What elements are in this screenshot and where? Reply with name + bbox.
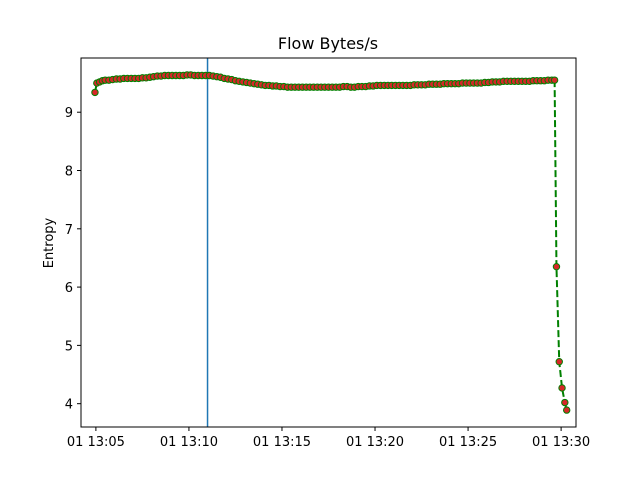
data-point bbox=[563, 406, 571, 414]
y-tick-label: 4 bbox=[65, 398, 73, 413]
x-tick-label: 01 13:10 bbox=[160, 435, 218, 450]
y-tick-label: 6 bbox=[65, 281, 73, 296]
y-tick-label: 9 bbox=[65, 106, 73, 121]
x-tick-label: 01 13:25 bbox=[439, 435, 497, 450]
data-point bbox=[555, 358, 563, 366]
x-tick-label: 01 13:20 bbox=[346, 435, 404, 450]
x-tick-label: 01 13:30 bbox=[532, 435, 590, 450]
y-axis-label: Entropy bbox=[42, 217, 57, 268]
y-tick-label: 5 bbox=[65, 339, 73, 354]
y-tick-label: 7 bbox=[65, 223, 73, 238]
y-tick-label: 8 bbox=[65, 165, 73, 180]
data-point bbox=[558, 384, 566, 392]
axes-frame bbox=[80, 57, 577, 428]
data-point bbox=[91, 88, 99, 97]
data-point bbox=[561, 398, 569, 407]
x-tick-label: 01 13:05 bbox=[67, 435, 125, 450]
series-line bbox=[93, 73, 568, 411]
x-tick-label: 01 13:15 bbox=[253, 435, 311, 450]
plot-area bbox=[91, 58, 571, 427]
chart-title: Flow Bytes/s bbox=[278, 34, 378, 53]
data-point bbox=[550, 76, 559, 84]
ticks: 01 13:05 01 13:10 01 13:15 01 13:20 01 13:25… bbox=[65, 106, 590, 450]
data-point bbox=[552, 262, 561, 271]
